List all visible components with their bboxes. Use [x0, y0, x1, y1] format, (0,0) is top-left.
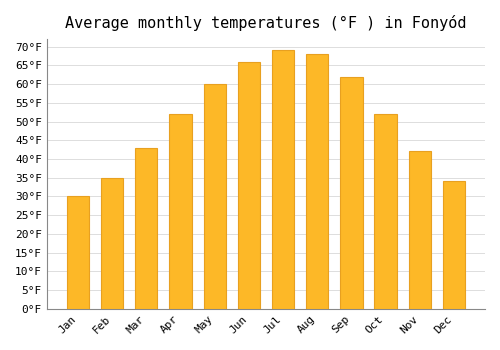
- Bar: [135, 148, 158, 309]
- Bar: [306, 54, 328, 309]
- Bar: [67, 196, 89, 309]
- Title: Average monthly temperatures (°F ) in Fonyód: Average monthly temperatures (°F ) in Fo…: [65, 15, 466, 31]
- Bar: [443, 181, 465, 309]
- Bar: [204, 84, 226, 309]
- Bar: [101, 178, 123, 309]
- Bar: [170, 114, 192, 309]
- Bar: [408, 152, 431, 309]
- Bar: [238, 62, 260, 309]
- Bar: [374, 114, 396, 309]
- Bar: [340, 77, 362, 309]
- Bar: [272, 50, 294, 309]
